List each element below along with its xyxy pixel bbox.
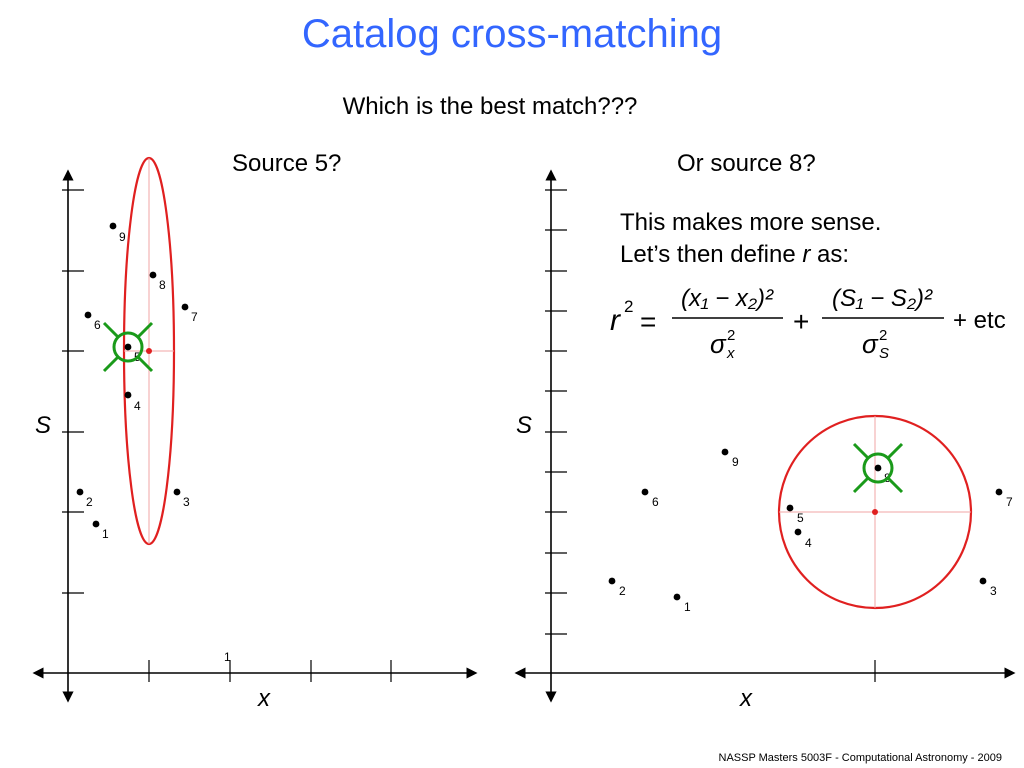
right-source-8 xyxy=(874,464,882,472)
equation-denominator-2-subscript: S xyxy=(879,345,889,362)
right-y-label: S xyxy=(516,412,532,439)
left-source-7 xyxy=(181,303,189,311)
right-y-ticks xyxy=(545,189,567,635)
right-source-5 xyxy=(786,504,794,512)
right-source-3-label: 3 xyxy=(990,584,997,598)
right-source-2 xyxy=(608,577,616,585)
left-source-2 xyxy=(76,488,84,496)
left-y-label: S xyxy=(35,412,51,439)
slide-footer: NASSP Masters 5003F - Computational Astr… xyxy=(718,752,1003,764)
left-tick-label: 1 xyxy=(224,650,231,664)
left-match-marker-icon xyxy=(102,321,154,373)
right-source-4 xyxy=(794,528,802,536)
left-source-5 xyxy=(124,343,132,351)
left-source-9-label: 9 xyxy=(119,230,126,244)
left-source-8 xyxy=(149,271,157,279)
left-source-4 xyxy=(124,391,132,399)
right-source-1 xyxy=(673,593,681,601)
right-match-marker-icon xyxy=(852,442,904,494)
left-source-4-label: 4 xyxy=(134,399,141,413)
right-source-3 xyxy=(979,577,987,585)
right-source-2-label: 2 xyxy=(619,584,626,598)
left-source-8-label: 8 xyxy=(159,278,166,292)
equation-denominator-1-subscript: x xyxy=(726,345,735,362)
right-source-4-label: 4 xyxy=(805,536,812,550)
left-panel: 1 S x 1 2 3 4 5 6 7 8 9 xyxy=(32,156,478,712)
right-source-9-label: 9 xyxy=(732,455,739,469)
equation-equals: = xyxy=(640,306,656,337)
equation-numerator-2: (S₁ − S₂)² xyxy=(832,285,933,312)
slide-title: Catalog cross-matching xyxy=(301,12,723,56)
right-panel: S x 1 2 3 4 5 6 7 8 9 xyxy=(514,169,1016,712)
equation-lhs-exponent: 2 xyxy=(624,297,633,316)
left-source-3-label: 3 xyxy=(183,495,190,509)
explanation-text: This makes more sense. Let’s then define… xyxy=(620,207,881,271)
right-source-7 xyxy=(995,488,1003,496)
right-source-5-label: 5 xyxy=(797,511,804,525)
left-source-1 xyxy=(92,520,100,528)
left-source-1-label: 1 xyxy=(102,527,109,541)
explanation-line-1: This makes more sense. xyxy=(620,209,882,236)
equation-denominator-2-exponent: 2 xyxy=(879,327,887,344)
left-source-2-label: 2 xyxy=(86,495,93,509)
right-source-9 xyxy=(721,448,729,456)
right-x-label: x xyxy=(739,685,753,712)
left-source-6-label: 6 xyxy=(94,318,101,332)
explanation-line-2: Let’s then define r as: xyxy=(620,241,850,268)
left-y-ticks xyxy=(62,189,84,594)
left-source-3 xyxy=(173,488,181,496)
equation-denominator-1: σ xyxy=(710,329,727,359)
right-source-1-label: 1 xyxy=(684,600,691,614)
left-source-7-label: 7 xyxy=(191,310,198,324)
left-reference-position xyxy=(146,348,152,354)
right-source-7-label: 7 xyxy=(1006,495,1013,509)
left-panel-caption: Source 5? xyxy=(232,150,342,177)
equation-denominator-1-exponent: 2 xyxy=(727,327,735,344)
equation-lhs: r xyxy=(610,304,621,337)
right-panel-caption: Or source 8? xyxy=(677,150,816,177)
left-x-label: x xyxy=(257,685,271,712)
left-x-ticks xyxy=(148,660,392,682)
right-source-6-label: 6 xyxy=(652,495,659,509)
left-source-9 xyxy=(109,222,117,230)
right-reference-position xyxy=(872,509,878,515)
slide-subtitle: Which is the best match??? xyxy=(342,93,638,120)
r-symbol: r xyxy=(802,241,811,268)
equation-numerator-1: (x₁ − x₂)² xyxy=(681,285,774,312)
equation-plus: + xyxy=(793,306,809,337)
equation-denominator-2: σ xyxy=(862,329,879,359)
distance-equation: r 2 = (x₁ − x₂)² σ 2 x + (S₁ − S₂)² σ 2 … xyxy=(610,285,1006,362)
right-source-6 xyxy=(641,488,649,496)
left-source-6 xyxy=(84,311,92,319)
equation-tail: + etc xyxy=(953,307,1006,334)
